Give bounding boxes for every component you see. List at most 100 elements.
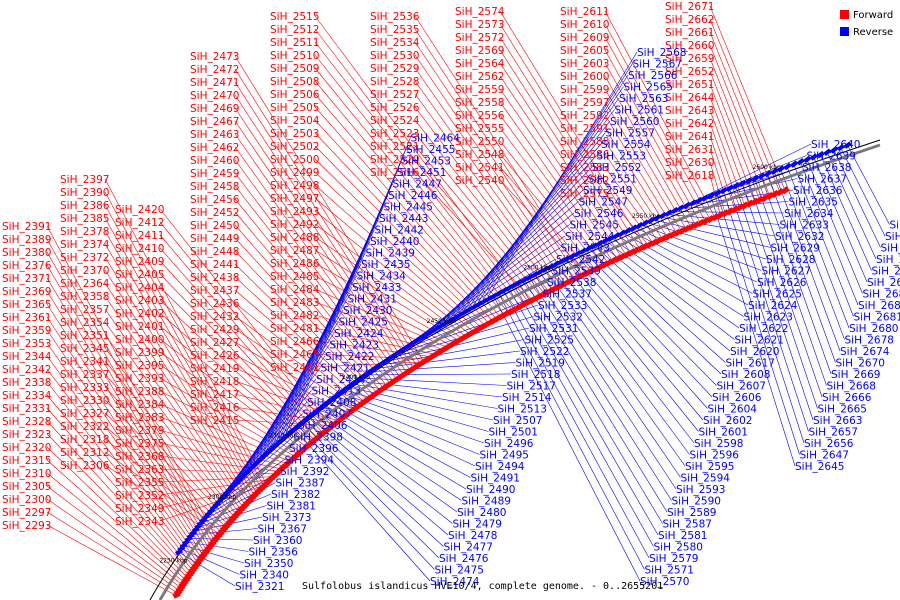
reverse-gene-label: SiH_2567 [633, 59, 682, 71]
reverse-gene-label: SiH_2593 [676, 484, 725, 496]
forward-gene-label: SiH_2662 [665, 14, 714, 26]
forward-leader-line [159, 351, 303, 454]
reverse-leader-line [528, 275, 672, 501]
forward-leader-line [314, 288, 451, 349]
reverse-gene-label: SiH_2607 [717, 381, 766, 393]
forward-gene-label: SiH_2385 [60, 213, 109, 225]
forward-leader-line [104, 308, 245, 510]
forward-gene-label: SiH_2338 [2, 377, 51, 389]
reverse-leader-line [559, 259, 699, 432]
forward-leader-line [104, 347, 239, 517]
reverse-gene-label: SiH_2440 [370, 236, 419, 248]
forward-gene-label: SiH_2368 [115, 451, 164, 463]
forward-leader-line [234, 263, 373, 400]
reverse-leader-line [361, 373, 512, 376]
reverse-gene-label: SiH_2350 [244, 558, 293, 570]
forward-gene-label: SiH_2401 [115, 321, 164, 333]
reverse-gene-label: SiH_2545 [570, 220, 619, 232]
forward-gene-label: SiH_2402 [115, 308, 164, 320]
reverse-gene-feature [790, 160, 799, 168]
forward-gene-label: SiH_2318 [60, 434, 109, 446]
reverse-leader-line [779, 167, 845, 340]
reverse-leader-line [300, 421, 440, 559]
forward-leader-line [499, 127, 606, 268]
forward-gene-label: SiH_2610 [560, 19, 609, 31]
reverse-gene-label: SiH_2683 [863, 289, 900, 301]
reverse-leader-line [183, 541, 249, 552]
reverse-gene-label: SiH_2507 [493, 415, 542, 427]
forward-gene-label: SiH_2558 [455, 97, 504, 109]
reverse-gene-label: SiH_2632 [775, 231, 824, 243]
reverse-gene-feature [695, 196, 704, 205]
reverse-gene-label: SiH_2663 [813, 415, 862, 427]
forward-gene-label: SiH_2305 [2, 481, 51, 493]
reverse-gene-label: SiH_2494 [475, 461, 525, 473]
forward-gene-label: SiH_2605 [560, 45, 609, 57]
reverse-gene-feature [641, 219, 650, 227]
reverse-gene-label: SiH_2596 [690, 450, 740, 462]
forward-leader-line [414, 119, 551, 295]
reverse-gene-label: SiH_2622 [739, 323, 788, 335]
reverse-gene-label: SiH_2425 [339, 317, 388, 329]
reverse-gene-label: SiH_2539 [552, 266, 601, 278]
forward-gene-label: SiH_2671 [665, 1, 714, 13]
forward-leader-line [314, 361, 429, 368]
kbp-ticks: 2250 kbp 2300 kbp 2350 kbp 2400 kbp 2450 kbp… [159, 164, 781, 565]
reverse-gene-label: SiH_2340 [240, 570, 289, 582]
forward-leader-line [314, 145, 491, 326]
forward-leader-line [104, 243, 256, 498]
forward-gene-label: SiH_2644 [665, 92, 715, 104]
reverse-gene-label: SiH_2433 [352, 282, 401, 294]
forward-gene-label: SiH_2569 [455, 45, 504, 57]
reverse-gene-label: SiH_2693 [876, 254, 900, 266]
forward-gene-label: SiH_2497 [270, 193, 319, 205]
forward-leader-line [159, 416, 290, 466]
forward-gene-label: SiH_2371 [2, 273, 51, 285]
forward-gene-label: SiH_2399 [115, 347, 164, 359]
forward-gene-label: SiH_2404 [115, 282, 165, 294]
forward-gene-label: SiH_2420 [115, 204, 164, 216]
reverse-gene-label: SiH_2533 [538, 300, 587, 312]
reverse-gene-feature [719, 187, 728, 195]
reverse-gene-feature [688, 199, 697, 207]
forward-gene-label: SiH_2372 [60, 252, 109, 264]
forward-gene-label: SiH_2461 [270, 362, 319, 374]
forward-leader-line [414, 54, 572, 284]
forward-leader-line [604, 75, 693, 230]
reverse-gene-feature [682, 201, 691, 210]
reverse-leader-line [444, 155, 597, 322]
forward-gene-label: SiH_2523 [370, 128, 419, 140]
forward-gene-label: SiH_2418 [190, 376, 239, 388]
forward-gene-label: SiH_2310 [2, 468, 51, 480]
reverse-leader-line [716, 191, 800, 455]
reverse-gene-label: SiH_2547 [579, 197, 628, 209]
forward-leader-line [46, 433, 190, 580]
reverse-gene-label: SiH_2501 [489, 427, 538, 439]
reverse-leader-line [349, 383, 498, 409]
reverse-gene-feature [744, 177, 753, 185]
reverse-gene-label: SiH_2381 [267, 501, 316, 513]
reverse-gene-label: SiH_2451 [397, 167, 446, 179]
forward-leader-line [709, 174, 722, 218]
forward-gene-label: SiH_2312 [60, 447, 109, 459]
reverse-leader-line [766, 172, 836, 363]
reverse-gene-label: SiH_2657 [809, 427, 858, 439]
forward-gene-label: SiH_2618 [665, 170, 714, 182]
reverse-leader-line [435, 178, 588, 328]
forward-gene-label: SiH_2586 [560, 149, 610, 161]
forward-leader-line [159, 429, 288, 468]
reverse-gene-label: SiH_2566 [628, 70, 678, 82]
forward-leader-line [414, 132, 547, 297]
forward-leader-line [159, 338, 306, 452]
forward-leader-line [234, 146, 402, 380]
reverse-leader-line [373, 339, 525, 367]
forward-gene-label: SiH_2528 [370, 76, 419, 88]
forward-gene-label: SiH_2352 [115, 490, 164, 502]
forward-leader-line [46, 368, 198, 568]
forward-gene-label: SiH_2600 [560, 71, 609, 83]
reverse-gene-label: SiH_2477 [444, 542, 493, 554]
forward-gene-label: SiH_2564 [455, 58, 505, 70]
forward-gene-label: SiH_2349 [115, 503, 164, 515]
reverse-gene-feature [707, 191, 716, 200]
reverse-leader-line [482, 63, 633, 301]
